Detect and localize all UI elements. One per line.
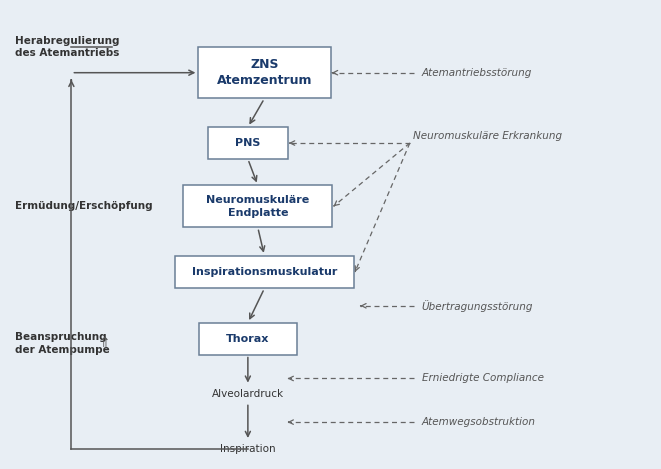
Text: ⇑: ⇑ [98, 336, 110, 350]
Text: Beanspruchung
der Atempumpe: Beanspruchung der Atempumpe [15, 332, 109, 355]
Text: Inspirationsmuskulatur: Inspirationsmuskulatur [192, 267, 337, 277]
Text: Alveolardruck: Alveolardruck [212, 389, 284, 399]
FancyBboxPatch shape [184, 185, 332, 227]
Text: Atemantriebsstörung: Atemantriebsstörung [422, 68, 532, 78]
Text: PNS: PNS [235, 138, 260, 148]
FancyBboxPatch shape [199, 323, 297, 355]
Text: Übertragungsstörung: Übertragungsstörung [422, 300, 533, 312]
Text: Neuromuskuläre Erkrankung: Neuromuskuläre Erkrankung [413, 131, 563, 141]
Text: Ermüdung/Erschöpfung: Ermüdung/Erschöpfung [15, 201, 152, 212]
Text: Neuromuskuläre
Endplatte: Neuromuskuläre Endplatte [206, 195, 309, 218]
FancyBboxPatch shape [175, 256, 354, 288]
Text: Erniedrigte Compliance: Erniedrigte Compliance [422, 373, 544, 384]
Text: Herabregulierung
des Atemantriebs: Herabregulierung des Atemantriebs [15, 36, 119, 58]
Text: Atemwegsobstruktion: Atemwegsobstruktion [422, 417, 535, 427]
FancyBboxPatch shape [208, 127, 288, 159]
FancyBboxPatch shape [198, 47, 330, 98]
Text: Thorax: Thorax [226, 333, 270, 344]
Text: Inspiration: Inspiration [220, 444, 276, 454]
Text: ZNS
Atemzentrum: ZNS Atemzentrum [217, 58, 312, 87]
